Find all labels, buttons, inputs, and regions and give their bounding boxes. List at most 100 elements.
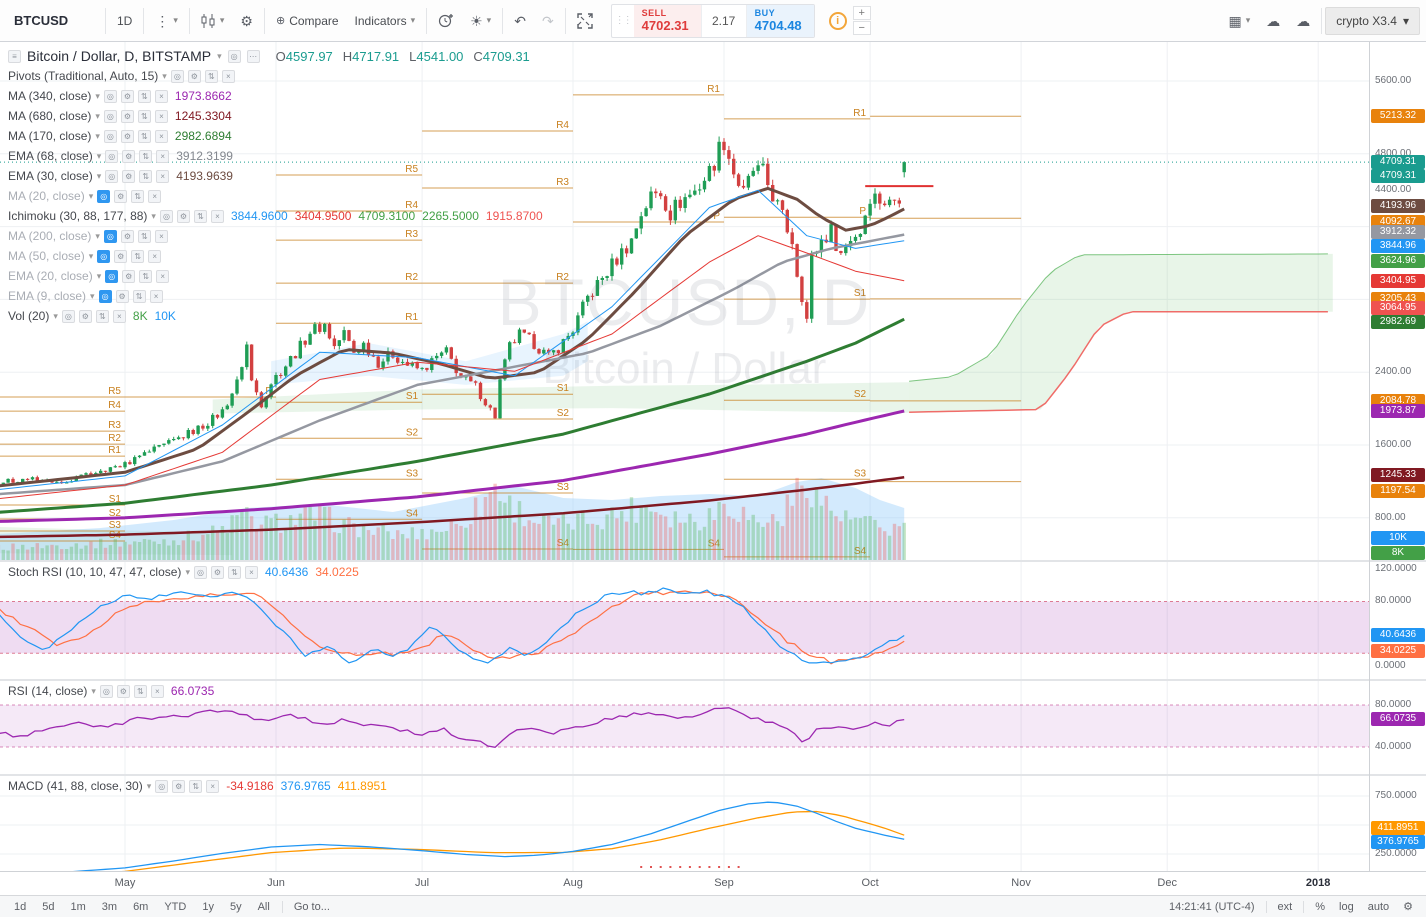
close-icon[interactable]: × [156, 169, 170, 183]
eye-icon[interactable]: ◎ [159, 209, 173, 223]
settings-icon[interactable]: ⚙ [176, 209, 190, 223]
alert-button[interactable] [430, 7, 462, 34]
eye-icon[interactable]: ◎ [97, 249, 111, 263]
indicator-label[interactable]: RSI (14, close) [8, 684, 88, 698]
ext-toggle[interactable]: ext [1271, 899, 1300, 915]
arrows-icon[interactable]: ⇅ [204, 69, 218, 83]
axis-settings-button[interactable]: ⚙ [1396, 898, 1420, 915]
close-icon[interactable]: × [112, 309, 126, 323]
indicator-label[interactable]: Vol (20) [8, 309, 50, 323]
eye-icon[interactable]: ◎ [97, 189, 111, 203]
close-icon[interactable]: × [154, 109, 168, 123]
fullscreen-button[interactable] [569, 7, 601, 35]
settings-icon[interactable]: ⚙ [120, 229, 134, 243]
arrows-icon[interactable]: ⇅ [139, 169, 153, 183]
eye-icon[interactable]: ◎ [193, 565, 207, 579]
indicator-label[interactable]: EMA (68, close) [8, 149, 93, 163]
sell-button[interactable]: SELL 4702.31 [633, 4, 701, 37]
indicators-button[interactable]: Indicators ▾ [347, 8, 424, 34]
indicator-label[interactable]: MA (200, close) [8, 229, 92, 243]
settings-icon[interactable]: ⚙ [187, 69, 201, 83]
settings-icon[interactable]: ⚙ [120, 89, 134, 103]
arrows-icon[interactable]: ⇅ [137, 229, 151, 243]
close-icon[interactable]: × [156, 149, 170, 163]
eye-icon[interactable]: ◎ [99, 684, 113, 698]
arrows-icon[interactable]: ⇅ [137, 129, 151, 143]
pane-separator[interactable] [0, 679, 1369, 681]
arrows-icon[interactable]: ⇅ [137, 109, 151, 123]
indicator-label[interactable]: MACD (41, 88, close, 30) [8, 779, 143, 793]
close-icon[interactable]: × [148, 189, 162, 203]
close-icon[interactable]: × [150, 684, 164, 698]
close-icon[interactable]: × [221, 69, 235, 83]
more-icon[interactable]: ⋯ [246, 49, 260, 63]
eye-icon[interactable]: ◎ [103, 229, 117, 243]
time-axis[interactable]: May Jun Jul Aug Sep Oct Nov Dec 2018 [0, 871, 1426, 895]
log-scale-toggle[interactable]: log [1332, 899, 1361, 915]
compare-button[interactable]: ⊕ Compare [268, 8, 347, 34]
main-chart-canvas[interactable]: R5R4R3R2R1S1S2S3S4PR5R4R3R2R1S1S2S3S4R4R… [0, 42, 1369, 560]
stoch-canvas[interactable] [0, 562, 1369, 679]
percent-scale-toggle[interactable]: % [1308, 899, 1332, 915]
settings-icon[interactable]: ⚙ [115, 289, 129, 303]
close-icon[interactable]: × [154, 229, 168, 243]
settings-icon[interactable]: ⚙ [78, 309, 92, 323]
arrows-icon[interactable]: ⇅ [189, 779, 203, 793]
arrows-icon[interactable]: ⇅ [132, 289, 146, 303]
range-1m[interactable]: 1m [63, 899, 94, 915]
settings-icon[interactable]: ⚙ [122, 169, 136, 183]
indicator-label[interactable]: Ichimoku (30, 88, 177, 88) [8, 209, 148, 223]
load-layout-button[interactable]: ☁ [1258, 8, 1288, 34]
chart-properties-button[interactable]: ⚙ [232, 8, 261, 34]
indicator-label[interactable]: EMA (9, close) [8, 289, 87, 303]
range-all[interactable]: All [250, 899, 278, 915]
chart-title[interactable]: Bitcoin / Dollar, D, BITSTAMP [27, 48, 212, 64]
range-5d[interactable]: 5d [34, 899, 62, 915]
auto-scale-toggle[interactable]: auto [1361, 899, 1396, 915]
decrease-button[interactable]: − [852, 21, 871, 35]
arrows-icon[interactable]: ⇅ [133, 684, 147, 698]
arrows-icon[interactable]: ⇅ [227, 565, 241, 579]
macd-canvas[interactable] [0, 776, 1369, 871]
undo-button[interactable]: ↶ [506, 8, 534, 34]
clock[interactable]: 14:21:41 (UTC-4) [1162, 899, 1262, 915]
macd-pane[interactable]: MACD (41, 88, close, 30) ▾ ◎ ⚙ ⇅ × -34.9186 376… [0, 776, 1369, 871]
settings-icon[interactable]: ⚙ [114, 189, 128, 203]
eye-icon[interactable]: ◎ [105, 269, 119, 283]
increase-button[interactable]: + [852, 6, 871, 20]
close-icon[interactable]: × [206, 779, 220, 793]
chart-style-button[interactable]: ▾ [193, 8, 233, 34]
eye-icon[interactable]: ◎ [103, 89, 117, 103]
settings-icon[interactable]: ⚙ [210, 565, 224, 579]
indicator-label[interactable]: MA (340, close) [8, 89, 92, 103]
close-icon[interactable]: × [154, 129, 168, 143]
eye-icon[interactable]: ◎ [103, 109, 117, 123]
arrows-icon[interactable]: ⇅ [137, 89, 151, 103]
interval-menu-button[interactable]: ⋮ ▾ [147, 8, 186, 34]
settings-icon[interactable]: ⚙ [114, 249, 128, 263]
price-axis[interactable]: 5600.00 4800.00 4400.00 2400.00 1600.00 800.0… [1369, 42, 1426, 871]
rsi-canvas[interactable] [0, 681, 1369, 774]
settings-icon[interactable]: ⚙ [116, 684, 130, 698]
eye-icon[interactable]: ◎ [103, 129, 117, 143]
arrows-icon[interactable]: ⇅ [193, 209, 207, 223]
info-button[interactable]: i [825, 8, 851, 34]
drag-handle[interactable]: ⋮⋮ [614, 15, 633, 26]
eye-icon[interactable]: ◎ [105, 169, 119, 183]
range-6m[interactable]: 6m [125, 899, 156, 915]
buy-button[interactable]: BUY 4704.48 [746, 4, 814, 37]
indicator-label[interactable]: Pivots (Traditional, Auto, 15) [8, 69, 159, 83]
settings-icon[interactable]: ⚙ [122, 269, 136, 283]
close-icon[interactable]: × [244, 565, 258, 579]
eye-icon[interactable]: ◎ [155, 779, 169, 793]
interval-button[interactable]: 1D [109, 8, 140, 34]
range-3m[interactable]: 3m [94, 899, 125, 915]
range-ytd[interactable]: YTD [156, 899, 194, 915]
stoch-rsi-pane[interactable]: Stoch RSI (10, 10, 47, 47, close) ▾ ◎ ⚙ ⇅ × 40… [0, 562, 1369, 679]
close-icon[interactable]: × [210, 209, 224, 223]
account-selector[interactable]: crypto X3.4 ▾ [1325, 6, 1420, 35]
symbol-search[interactable]: BTCUSD [6, 7, 102, 34]
indicator-label[interactable]: EMA (20, close) [8, 269, 93, 283]
main-price-pane[interactable]: R5 R4 R3 R2 R1 S1 S2 S3 S4 P R5 R4 R3 R2 R1 S1 S2 S3 S4 R4 R… [0, 42, 1369, 560]
range-1d[interactable]: 1d [6, 899, 34, 915]
